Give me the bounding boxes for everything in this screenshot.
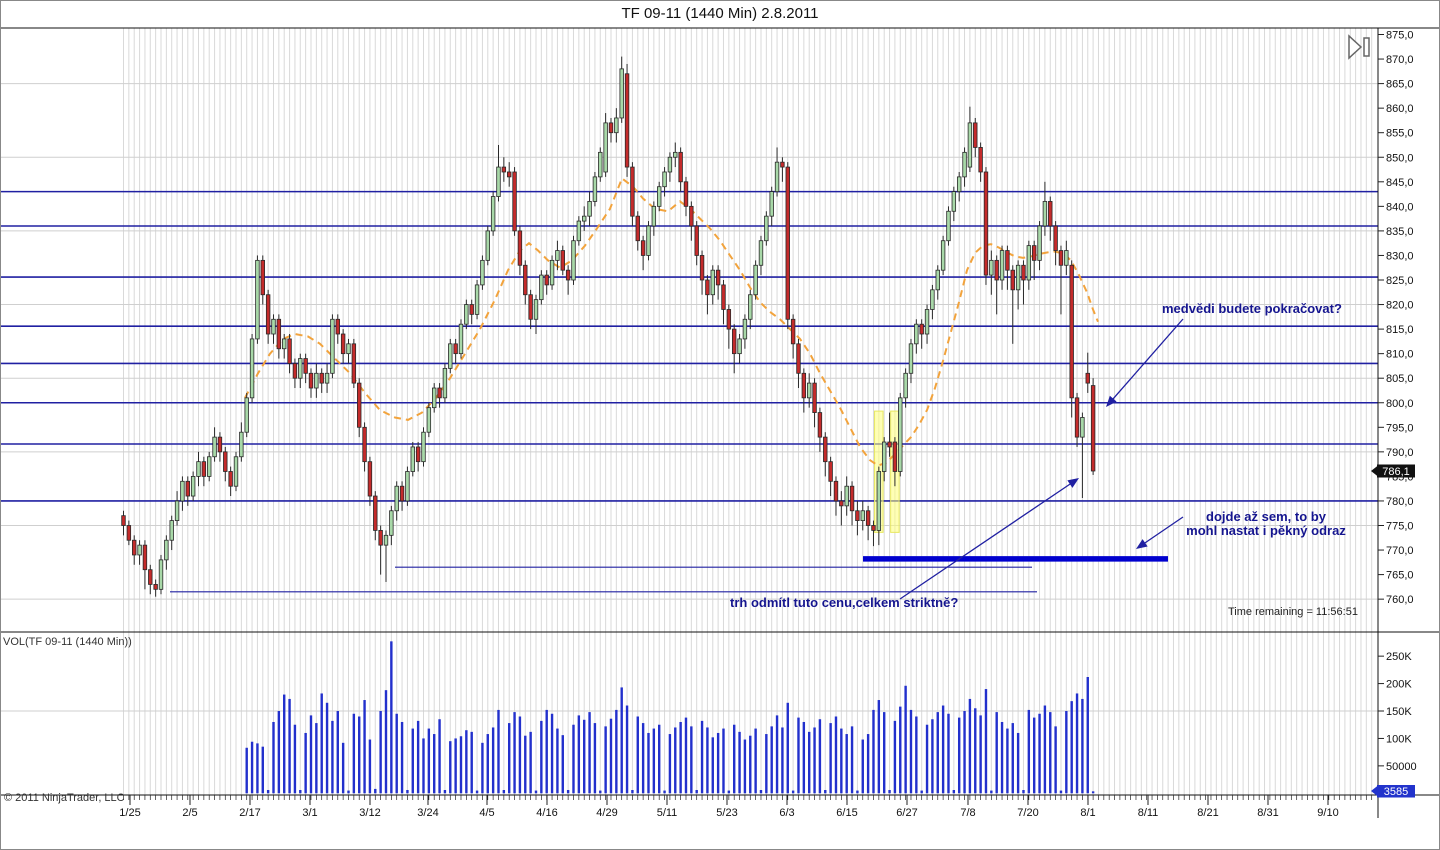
- time-tick-label: 8/11: [1138, 807, 1159, 819]
- time-tick-label: 7/8: [960, 807, 975, 819]
- volume-tick-label: 50000: [1386, 761, 1417, 773]
- volume-tick-label: 200K: [1386, 679, 1412, 691]
- price-tick-label: 850,0: [1386, 152, 1414, 164]
- price-tick-label: 805,0: [1386, 373, 1414, 385]
- price-tick-label: 780,0: [1386, 496, 1414, 508]
- support-resistance-lines: [0, 190, 1378, 593]
- time-tick-label: 2/5: [182, 807, 197, 819]
- chart-title: TF 09-11 (1440 Min) 2.8.2011: [621, 5, 819, 22]
- last-price-marker: 786,1: [1371, 464, 1415, 478]
- annotation-bounce-line2: mohl nastat i pěkný odraz: [1186, 523, 1346, 538]
- price-tick-label: 790,0: [1386, 447, 1414, 459]
- price-tick-label: 855,0: [1386, 128, 1414, 140]
- candlestick-series: [121, 56, 1096, 597]
- time-tick-label: 4/16: [536, 807, 557, 819]
- price-tick-label: 775,0: [1386, 521, 1414, 533]
- price-tick-label: 830,0: [1386, 250, 1414, 262]
- price-tick-label: 810,0: [1386, 349, 1414, 361]
- price-tick-label: 865,0: [1386, 79, 1414, 91]
- time-tick-label: 3/24: [417, 807, 438, 819]
- time-tick-label: 9/10: [1317, 807, 1338, 819]
- volume-tick-label: 100K: [1386, 733, 1412, 745]
- price-tick-label: 815,0: [1386, 324, 1414, 336]
- volume-tick-label: 150K: [1386, 706, 1412, 718]
- time-tick-label: 4/29: [596, 807, 617, 819]
- annotation-rejected: trh odmítl tuto cenu,celkem striktně?: [730, 595, 959, 610]
- time-tick-label: 8/1: [1080, 807, 1095, 819]
- moving-average-line: [244, 176, 1099, 467]
- price-tick-label: 840,0: [1386, 201, 1414, 213]
- copyright-label: © 2011 NinjaTrader, LLC: [4, 792, 125, 804]
- current-volume-marker: 3585: [1371, 785, 1415, 798]
- price-tick-label: 800,0: [1386, 398, 1414, 410]
- price-tick-label: 795,0: [1386, 422, 1414, 434]
- price-axis[interactable]: 875,0 870,0 865,0 860,0 855,0 850,0 845,0 840,0…: [1378, 30, 1414, 607]
- time-tick-label: 3/1: [302, 807, 317, 819]
- price-tick-label: 820,0: [1386, 300, 1414, 312]
- current-volume-value: 3585: [1384, 786, 1408, 798]
- price-tick-label: 870,0: [1386, 54, 1414, 66]
- volume-series: [245, 641, 1095, 794]
- time-tick-label: 8/21: [1197, 807, 1218, 819]
- price-tick-label: 765,0: [1386, 570, 1414, 582]
- time-tick-label: 5/11: [657, 807, 678, 819]
- time-tick-label: 8/31: [1257, 807, 1278, 819]
- volume-panel-label: VOL(TF 09-11 (1440 Min)): [3, 636, 132, 648]
- last-price-value: 786,1: [1382, 466, 1410, 478]
- annotation-arrows: [899, 318, 1184, 600]
- time-remaining-label: Time remaining = 11:56:51: [1228, 606, 1358, 618]
- price-tick-label: 770,0: [1386, 545, 1414, 557]
- price-tick-label: 845,0: [1386, 177, 1414, 189]
- price-tick-label: 860,0: [1386, 103, 1414, 115]
- time-tick-label: 6/15: [836, 807, 857, 819]
- volume-tick-label: 250K: [1386, 651, 1412, 663]
- time-tick-label: 4/5: [479, 807, 494, 819]
- time-tick-label: 1/25: [119, 807, 140, 819]
- price-tick-label: 825,0: [1386, 275, 1414, 287]
- time-tick-label: 2/17: [239, 807, 260, 819]
- time-tick-label: 6/27: [896, 807, 917, 819]
- time-tick-label: 7/20: [1017, 807, 1038, 819]
- annotation-bounce: dojde až sem, to by mohl nastat i pěkný …: [1180, 510, 1352, 538]
- price-tick-label: 760,0: [1386, 594, 1414, 606]
- price-tick-label: 875,0: [1386, 30, 1414, 42]
- time-tick-label: 5/23: [716, 807, 737, 819]
- time-tick-label: 6/3: [779, 807, 794, 819]
- go-to-end-icon[interactable]: [1348, 34, 1370, 60]
- annotation-bounce-line1: dojde až sem, to by: [1206, 509, 1326, 524]
- volume-axis[interactable]: 250K 200K 150K 100K 50000: [1378, 651, 1417, 773]
- price-tick-label: 835,0: [1386, 226, 1414, 238]
- annotation-bears: medvědi budete pokračovat?: [1162, 301, 1342, 316]
- time-axis[interactable]: 1/25 2/5 2/17 3/1 3/12 3/24 4/5 4/16 4/29 5/11 5/2…: [119, 795, 1373, 819]
- time-tick-label: 3/12: [359, 807, 380, 819]
